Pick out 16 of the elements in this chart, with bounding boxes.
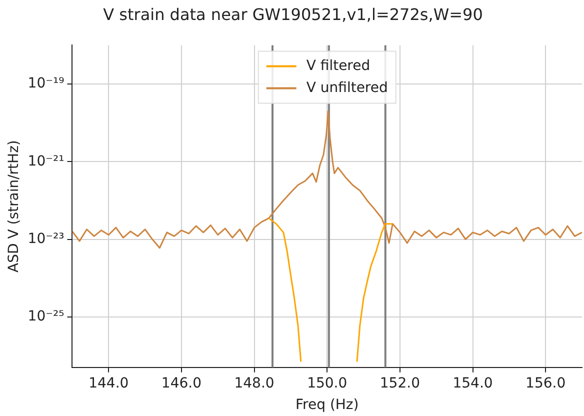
x-tick-label: 156.0	[526, 375, 566, 392]
y-tick-label: 10⁻²³	[28, 230, 64, 247]
legend-label: V filtered	[306, 58, 370, 74]
x-tick-label: 150.0	[307, 375, 348, 392]
y-axis-title: ASD V (strain/rtHz)	[6, 140, 22, 272]
x-tick-label: 144.0	[88, 375, 129, 392]
y-tick-label: 10⁻²¹	[28, 153, 64, 170]
x-tick-label: 148.0	[234, 375, 274, 392]
y-tick-label: 10⁻²⁵	[28, 308, 64, 325]
x-tick-label: 152.0	[380, 375, 420, 392]
x-axis-title: Freq (Hz)	[295, 397, 359, 414]
x-tick-label: 154.0	[452, 375, 493, 392]
chart-title: V strain data near GW190521,v1,l=272s,W=90	[103, 4, 483, 24]
x-tick-label: 146.0	[161, 375, 202, 392]
legend-label: V unfiltered	[306, 80, 388, 96]
y-tick-label: 10⁻¹⁹	[28, 76, 65, 92]
